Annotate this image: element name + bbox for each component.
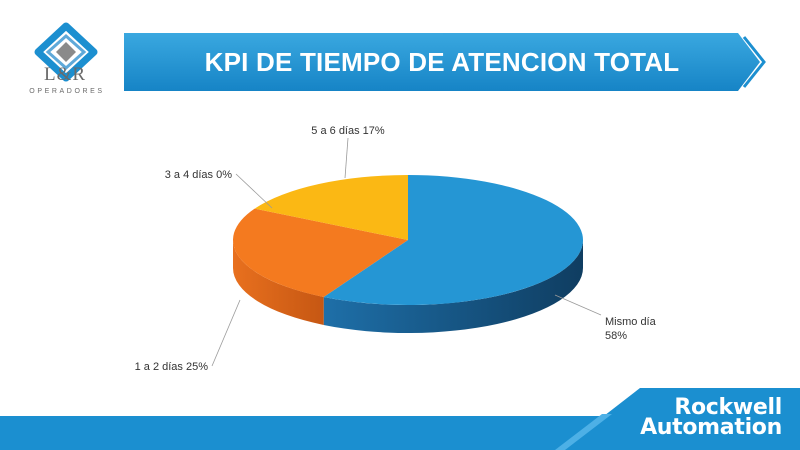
leader-line-3-a-4-dias (235, 173, 273, 209)
pie-slice-1-a-2-dias (233, 208, 408, 297)
data-label-mismo-dia: 58% (605, 330, 627, 342)
data-label-mismo-dia: Mismo día (605, 316, 657, 328)
pie-slice-mismo-dia (323, 175, 583, 305)
footer-band (0, 388, 800, 450)
pie-chart: Mismo día 58% 1 a 2 días 25% 3 a 4 días 0% 5… (135, 125, 657, 373)
rockwell-automation-logo: Rockwell Automation (640, 395, 782, 440)
logo-subtitle: OPERADORES (29, 88, 105, 95)
leader-line-mismo-dia (554, 294, 602, 316)
data-label-1-a-2-dias: 1 a 2 días 25% (135, 361, 209, 373)
page-title: KPI DE TIEMPO DE ATENCION TOTAL (204, 47, 680, 77)
leader-line-5-a-6-dias (344, 137, 349, 179)
pie-slice-side-1-a-2-dias (233, 240, 324, 325)
rockwell-line2: Automation (640, 415, 782, 440)
logo-brand-text: L&R (43, 64, 87, 85)
pie-slice-5-a-6-dias (254, 175, 408, 240)
title-banner (124, 33, 766, 91)
data-label-5-a-6-dias: 5 a 6 días 17% (311, 125, 385, 137)
rockwell-line1: Rockwell (674, 395, 782, 420)
leader-line-1-a-2-dias (211, 299, 241, 367)
pie-slice-side-mismo-dia (323, 240, 583, 333)
lr-logo-icon (34, 22, 98, 82)
data-label-3-a-4-dias: 3 a 4 días 0% (165, 169, 232, 181)
